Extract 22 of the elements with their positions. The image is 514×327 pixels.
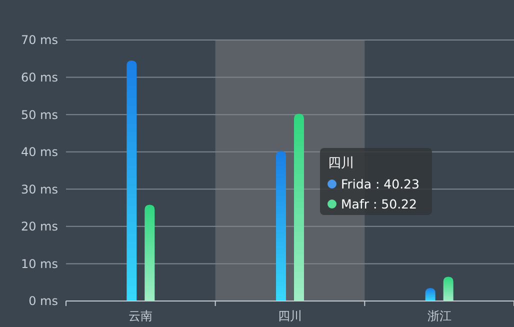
annotation: : 50.22 — [372, 196, 417, 212]
y-tick-label: 70 ms — [20, 33, 58, 48]
bar — [126, 60, 137, 301]
x-tick-label: 浙江 — [427, 309, 452, 323]
y-tick-label: 10 ms — [20, 256, 58, 271]
y-tick-label: 20 ms — [20, 220, 58, 234]
bar — [294, 114, 304, 301]
bar — [443, 276, 454, 301]
y-tick-label: 0 ms — [28, 294, 58, 308]
legend-label: Mafr — [341, 196, 369, 212]
y-tick-label: 50 ms — [20, 108, 58, 122]
legend-label: Frida — [341, 176, 372, 192]
bar — [276, 151, 286, 301]
y-tick-label: 40 ms — [20, 145, 58, 160]
y-tick-label: 30 ms — [20, 182, 58, 196]
bar — [425, 288, 436, 301]
x-tick-label: 四川 — [278, 309, 302, 323]
x-tick-label: 云南 — [128, 309, 153, 323]
bar — [144, 204, 155, 301]
y-tick-label: 60 ms — [20, 70, 58, 84]
annotation: : 40.23 — [375, 176, 420, 192]
legend-title: 四川 — [328, 156, 354, 171]
